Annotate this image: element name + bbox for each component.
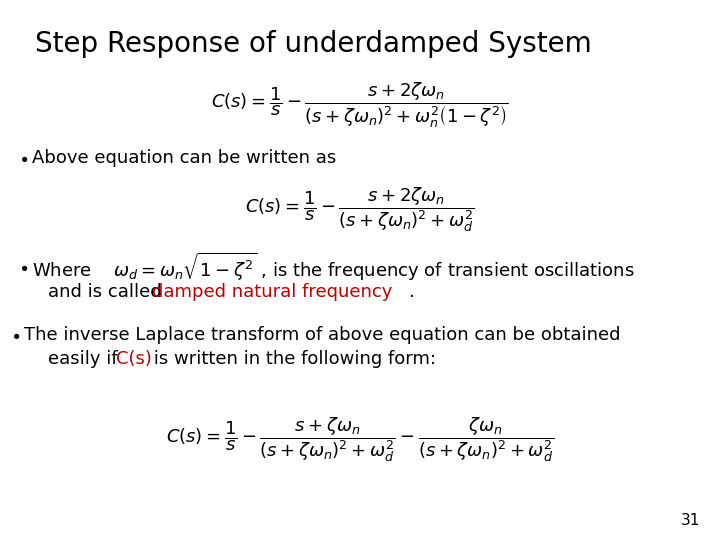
Text: damped natural frequency: damped natural frequency: [152, 283, 392, 301]
Text: is written in the following form:: is written in the following form:: [148, 350, 436, 368]
Text: Step Response of underdamped System: Step Response of underdamped System: [35, 30, 592, 58]
Text: $\bullet$: $\bullet$: [18, 149, 28, 167]
Text: $C(s) = \dfrac{1}{s} - \dfrac{s + 2\zeta\omega_n}{\left(s + \zeta\omega_n\right): $C(s) = \dfrac{1}{s} - \dfrac{s + 2\zeta…: [211, 80, 509, 130]
Text: and is called: and is called: [48, 283, 167, 301]
Text: $C(s) = \dfrac{1}{s} - \dfrac{s + 2\zeta\omega_n}{\left(s + \zeta\omega_n\right): $C(s) = \dfrac{1}{s} - \dfrac{s + 2\zeta…: [245, 186, 475, 234]
Text: $C(s) = \dfrac{1}{s} - \dfrac{s + \zeta\omega_n}{\left(s + \zeta\omega_n\right)^: $C(s) = \dfrac{1}{s} - \dfrac{s + \zeta\…: [166, 416, 554, 464]
Text: easily if: easily if: [48, 350, 123, 368]
Text: Above equation can be written as: Above equation can be written as: [32, 149, 336, 167]
Text: $\bullet$: $\bullet$: [10, 326, 20, 344]
Text: The inverse Laplace transform of above equation can be obtained: The inverse Laplace transform of above e…: [24, 326, 621, 344]
Text: 31: 31: [680, 513, 700, 528]
Text: $\bullet$: $\bullet$: [18, 258, 28, 276]
Text: C(s): C(s): [116, 350, 152, 368]
Text: Where    $\omega_d = \omega_n\sqrt{1-\zeta^2}$ , is the frequency of transient o: Where $\omega_d = \omega_n\sqrt{1-\zeta^…: [32, 251, 635, 283]
Text: .: .: [408, 283, 414, 301]
